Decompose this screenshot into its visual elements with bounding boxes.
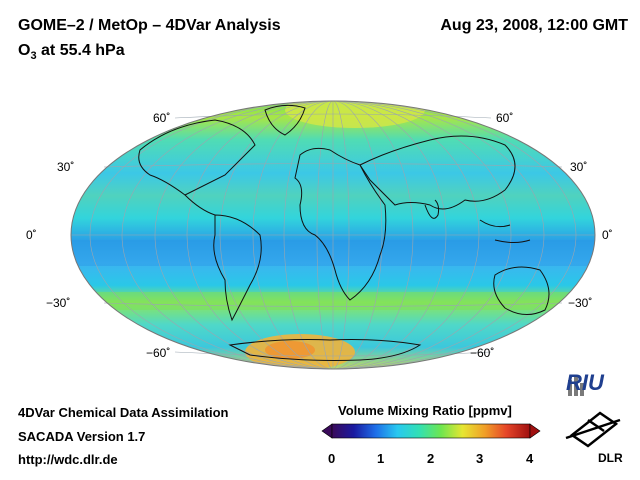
ozone-field	[71, 101, 595, 369]
footer-url: http://wdc.dlr.de	[18, 452, 118, 467]
map-title: GOME–2 / MetOp – 4DVar Analysis	[18, 17, 281, 34]
lat-label-60n-right: 60˚	[496, 111, 514, 125]
subtitle-subscript: 3	[30, 50, 37, 63]
map-subtitle: O3 at 55.4 hPa	[18, 42, 125, 62]
colorbar-title: Volume Mixing Ratio [ppmv]	[338, 403, 512, 418]
colorbar-tick-0: 0	[328, 451, 336, 466]
riu-logo-icon	[568, 375, 584, 396]
dlr-logo-icon	[565, 411, 621, 448]
map-date: Aug 23, 2008, 12:00 GMT	[440, 17, 628, 34]
lat-label-30n-left: 30˚	[57, 160, 75, 174]
footer-method: 4DVar Chemical Data Assimilation	[18, 405, 229, 420]
lat-label-30s-right: −30˚	[568, 296, 593, 310]
lat-label-60s-right: −60˚	[470, 346, 495, 360]
subtitle-level: at 55.4 hPa	[36, 42, 125, 59]
lat-label-30s-left: −30˚	[46, 296, 71, 310]
lat-label-eq-right: 0˚	[602, 228, 613, 242]
colorbar-tick-1: 1	[377, 451, 385, 466]
lat-label-60s-left: −60˚	[146, 346, 171, 360]
coastlines	[138, 104, 550, 361]
lat-label-60n-left: 60˚	[153, 111, 171, 125]
dlr-logo-text: DLR	[598, 451, 623, 465]
colorbar	[321, 423, 541, 439]
colorbar-tick-2: 2	[427, 451, 435, 466]
lat-label-eq-left: 0˚	[26, 228, 37, 242]
riu-logo-text: RIU	[566, 370, 604, 395]
footer-version: SACADA Version 1.7	[18, 429, 146, 444]
subtitle-species: O	[18, 42, 31, 59]
colorbar-tick-3: 3	[476, 451, 484, 466]
colorbar-tick-4: 4	[526, 451, 534, 466]
lat-label-30n-right: 30˚	[570, 160, 588, 174]
map-border	[70, 100, 596, 370]
